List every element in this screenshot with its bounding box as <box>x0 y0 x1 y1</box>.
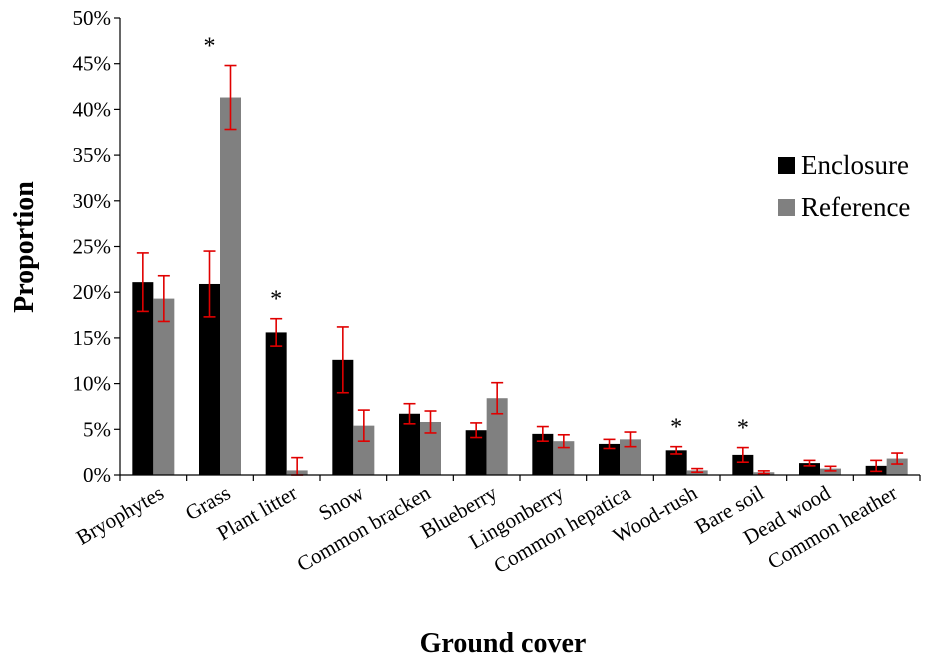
bar-reference <box>820 468 841 475</box>
significance-marker: * <box>270 287 282 313</box>
bar-reference <box>420 421 441 475</box>
bar-reference <box>553 441 575 475</box>
bar-enclosure <box>799 463 820 475</box>
legend-swatch-reference <box>778 199 795 216</box>
bar-enclosure <box>599 443 620 475</box>
y-tick-label: 50% <box>73 6 112 30</box>
bar-enclosure <box>265 332 287 475</box>
bar-reference <box>220 97 241 475</box>
y-tick-label: 40% <box>73 97 112 121</box>
legend-label-enclosure: Enclosure <box>801 150 909 180</box>
legend: Enclosure Reference <box>778 150 910 222</box>
bar-enclosure <box>732 454 754 475</box>
significance-marker: * <box>670 415 682 441</box>
x-axis-title: Ground cover <box>420 628 587 659</box>
y-tick-label: 25% <box>73 235 112 259</box>
bar-enclosure <box>532 433 554 475</box>
bar-enclosure <box>465 430 487 475</box>
bar-reference <box>486 398 508 475</box>
y-tick-label: 20% <box>73 280 112 304</box>
y-tick-label: 30% <box>73 189 112 213</box>
bar-reference <box>620 439 641 475</box>
bars <box>132 97 908 475</box>
axes <box>114 17 921 481</box>
significance-marker: * <box>737 416 749 442</box>
y-axis-title: Proportion <box>9 181 40 313</box>
legend-swatch-enclosure <box>778 157 795 174</box>
significance-marker: * <box>204 34 216 60</box>
x-category-label: Bryophytes <box>72 481 168 550</box>
bar-enclosure <box>665 450 687 475</box>
y-tick-label: 5% <box>83 417 111 441</box>
bar-enclosure <box>132 282 154 475</box>
bar-enclosure <box>199 283 220 475</box>
bar-reference <box>353 425 375 475</box>
error-bars <box>136 64 904 476</box>
bar-enclosure <box>332 359 354 475</box>
y-tick-label: 45% <box>73 52 112 76</box>
legend-label-reference: Reference <box>801 192 910 222</box>
y-tick-label: 0% <box>83 463 111 487</box>
y-tick-label: 35% <box>73 143 112 167</box>
bar-enclosure <box>399 413 420 475</box>
bar-reference <box>886 458 908 475</box>
labels: 0% 5% 10% 15% 20% 25% 30% 35% 40% 45% 50% Bryophyte… <box>72 6 901 578</box>
y-tick-label: 15% <box>73 326 112 350</box>
bar-reference <box>153 298 175 475</box>
y-tick-label: 10% <box>73 372 112 396</box>
